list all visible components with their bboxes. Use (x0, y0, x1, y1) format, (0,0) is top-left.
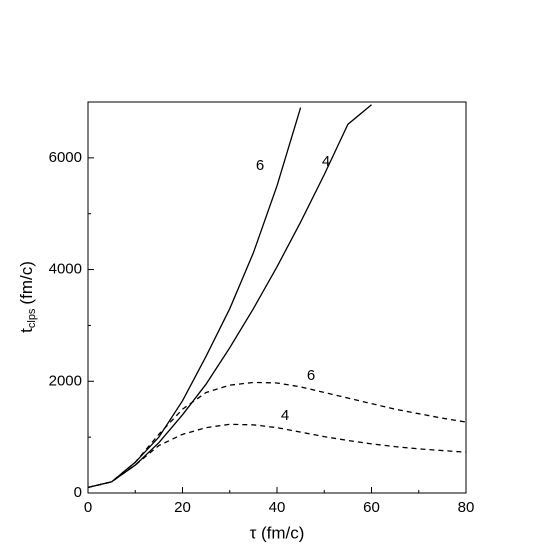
plot-frame (87, 101, 467, 494)
series-label: 6 (256, 157, 264, 174)
x-axis-label: τ (fm/c) (250, 523, 305, 542)
y-tick-label: 4000 (49, 261, 82, 278)
plot-area (88, 104, 466, 489)
series-line (88, 423, 466, 489)
series-line (88, 104, 372, 489)
series-label: 4 (281, 407, 289, 424)
y-axis-label: tclps (fm/c) (17, 261, 37, 333)
series-line (88, 381, 466, 489)
x-tick-label: 60 (363, 499, 380, 516)
y-tick-label: 2000 (49, 372, 82, 389)
x-tick-label: 80 (458, 499, 475, 516)
series-label: 4 (322, 153, 330, 170)
y-label-unit: (fm/c) (17, 261, 36, 304)
x-tick-label: 0 (84, 499, 92, 516)
y-tick-label: 6000 (49, 149, 82, 166)
series-label: 6 (307, 367, 315, 384)
series-line (88, 107, 302, 489)
x-tick-label: 40 (269, 499, 286, 516)
x-tick-label: 20 (174, 499, 191, 516)
y-label-sub: clps (26, 308, 38, 328)
y-tick-label: 0 (74, 484, 82, 501)
y-label-main: t (17, 328, 36, 333)
